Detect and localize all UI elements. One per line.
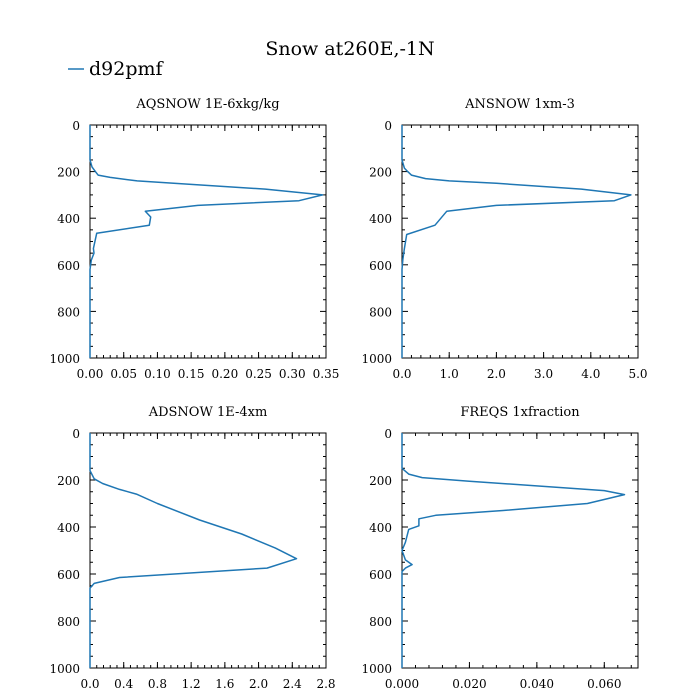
legend-label: d92pmf (89, 58, 165, 80)
x-tick-label: 1.0 (440, 367, 459, 381)
panel-title: ADSNOW 1E-4xm (148, 405, 268, 420)
series-line (401, 433, 626, 668)
y-tick-label: 1000 (361, 352, 392, 366)
y-tick-label: 800 (369, 305, 392, 319)
y-tick-label: 1000 (49, 352, 80, 366)
x-tick-label: 0.25 (245, 367, 272, 381)
x-tick-label: 0.15 (178, 367, 205, 381)
x-tick-label: 5.0 (628, 367, 647, 381)
x-tick-label: 0.35 (313, 367, 340, 381)
y-tick-label: 600 (369, 568, 392, 582)
y-tick-label: 200 (57, 474, 80, 488)
x-tick-label: 2.8 (316, 677, 335, 691)
x-tick-label: 0.10 (144, 367, 171, 381)
series-line (401, 125, 632, 358)
x-tick-label: 2.4 (283, 677, 302, 691)
y-tick-label: 200 (369, 166, 392, 180)
y-tick-label: 0 (72, 119, 80, 133)
y-tick-label: 200 (369, 474, 392, 488)
x-tick-label: 0.05 (110, 367, 137, 381)
x-tick-label: 0.8 (148, 677, 167, 691)
y-tick-label: 200 (57, 166, 80, 180)
y-tick-label: 0 (72, 427, 80, 441)
y-tick-label: 600 (369, 259, 392, 273)
x-tick-label: 0.040 (520, 677, 554, 691)
panel-title: FREQS 1xfraction (460, 405, 580, 420)
x-tick-label: 0.0 (80, 677, 99, 691)
plot-frame (89, 124, 327, 359)
y-tick-label: 400 (57, 521, 80, 535)
x-tick-label: 3.0 (534, 367, 553, 381)
x-tick-label: 0.020 (452, 677, 486, 691)
panel-title: ANSNOW 1xm-3 (464, 97, 575, 112)
x-tick-label: 4.0 (581, 367, 600, 381)
y-tick-label: 1000 (361, 662, 392, 676)
x-tick-label: 2.0 (249, 677, 268, 691)
y-tick-label: 600 (57, 568, 80, 582)
y-tick-label: 400 (369, 521, 392, 535)
x-tick-label: 1.2 (182, 677, 201, 691)
series-line (89, 433, 298, 668)
x-tick-label: 0.000 (385, 677, 419, 691)
y-tick-label: 0 (384, 427, 392, 441)
y-tick-label: 800 (57, 305, 80, 319)
plot-frame (401, 432, 639, 669)
x-tick-label: 0.060 (587, 677, 621, 691)
y-tick-label: 600 (57, 259, 80, 273)
x-tick-label: 0.30 (279, 367, 306, 381)
plot-frame (89, 432, 327, 669)
x-tick-label: 2.0 (487, 367, 506, 381)
panel-title: AQSNOW 1E-6xkg/kg (135, 97, 279, 112)
y-tick-label: 400 (57, 212, 80, 226)
y-tick-label: 800 (57, 615, 80, 629)
y-tick-label: 800 (369, 615, 392, 629)
x-tick-label: 0.20 (211, 367, 238, 381)
legend: d92pmf (68, 58, 165, 80)
series-line (89, 125, 324, 358)
figure-title: Snow at260E,-1N (265, 38, 434, 60)
x-tick-label: 0.4 (114, 677, 133, 691)
x-tick-label: 0.00 (77, 367, 104, 381)
plot-frame (401, 124, 639, 359)
y-tick-label: 1000 (49, 662, 80, 676)
y-tick-label: 400 (369, 212, 392, 226)
x-tick-label: 0.0 (392, 367, 411, 381)
y-tick-label: 0 (384, 119, 392, 133)
x-tick-label: 1.6 (215, 677, 234, 691)
